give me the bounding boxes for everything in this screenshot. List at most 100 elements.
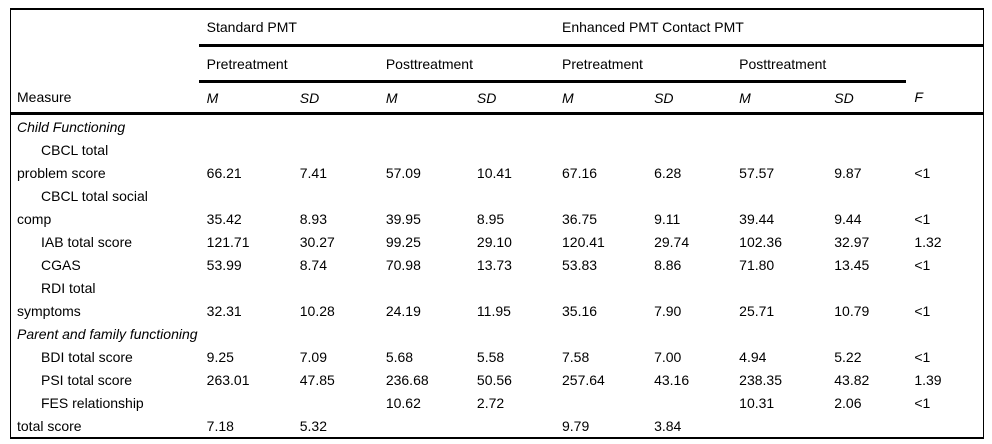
value-cell	[378, 114, 469, 139]
table-row: RDI total	[11, 276, 984, 299]
value-cell: 7.09	[299, 348, 327, 365]
measure-label: symptoms	[17, 302, 81, 319]
value-cell: 6.28	[654, 164, 682, 181]
value-cell	[469, 184, 554, 207]
f-value-cell	[906, 414, 983, 438]
subgroup-enh-posttreatment: Posttreatment	[731, 45, 907, 83]
value-cell	[199, 276, 292, 299]
value-cell	[554, 322, 646, 345]
stat-header-sd1: SD	[291, 81, 378, 115]
value-cell	[731, 276, 826, 299]
value-cell	[826, 414, 906, 438]
value-cell	[469, 322, 554, 345]
value-cell: 9.79	[562, 417, 590, 434]
value-cell	[554, 391, 646, 414]
value-cell: 7.00	[654, 348, 682, 365]
table-row: comp 35.42 8.93 39.95 8.95 36.75 9.11 39.44 9.44…	[11, 207, 984, 230]
stat-header-m3: M	[554, 81, 647, 115]
value-cell: 236.68	[385, 371, 429, 388]
table-row: PSI total score 263.01 47.85 236.68 50.56 257…	[11, 368, 984, 391]
value-cell: 5.32	[299, 417, 327, 434]
measure-label: RDI total	[41, 279, 96, 296]
value-cell	[199, 114, 292, 139]
value-cell	[646, 276, 731, 299]
value-cell	[826, 184, 906, 207]
table-row: total score 7.18 5.32 9.79 3.84	[11, 414, 984, 438]
f-value-cell	[906, 322, 983, 345]
value-cell	[378, 414, 469, 438]
value-cell	[646, 391, 731, 414]
stat-header-f: F	[906, 81, 984, 115]
table-body: Child Functioning CBCL total problem score…	[11, 114, 984, 439]
value-cell: 53.83	[562, 256, 598, 273]
value-cell: 7.41	[299, 164, 327, 181]
value-cell: 36.75	[562, 210, 598, 227]
value-cell: 43.16	[654, 371, 690, 388]
value-cell: 71.80	[739, 256, 775, 273]
value-cell: 39.44	[739, 210, 775, 227]
value-cell: 2.06	[834, 394, 862, 411]
value-cell: 13.73	[476, 256, 512, 273]
value-cell: 7.90	[654, 302, 682, 319]
value-cell	[292, 322, 378, 345]
results-table: Standard PMT Enhanced PMT Contact PMT Pr…	[10, 8, 984, 439]
value-cell	[199, 322, 292, 345]
f-value-cell	[906, 276, 983, 299]
measure-label: IAB total score	[41, 233, 133, 250]
value-cell	[826, 322, 906, 345]
value-cell	[378, 138, 469, 161]
value-cell: 9.25	[206, 348, 234, 365]
stat-header-sd3: SD	[646, 81, 732, 115]
value-cell: 10.41	[476, 164, 512, 181]
f-value-cell: <1	[914, 394, 931, 411]
table-row: CGAS 53.99 8.74 70.98 13.73 53.83 8.86 71.80 13.…	[11, 253, 984, 276]
value-cell: 35.42	[206, 210, 242, 227]
f-value-cell: 1.39	[914, 371, 942, 388]
f-column-spacer	[906, 46, 983, 82]
value-cell: 10.62	[385, 394, 421, 411]
value-cell: 10.79	[834, 302, 870, 319]
value-cell: 57.57	[739, 164, 775, 181]
f-value-cell: <1	[914, 302, 931, 319]
group-header-row: Standard PMT Enhanced PMT Contact PMT	[11, 9, 984, 47]
value-cell	[731, 414, 826, 438]
stat-header-sd2: SD	[468, 81, 554, 115]
f-value-cell: <1	[914, 256, 931, 273]
value-cell	[292, 184, 378, 207]
table-row: problem score 66.21 7.41 57.09 10.41 67.16 6.2…	[11, 161, 984, 184]
value-cell	[292, 391, 378, 414]
value-cell: 32.31	[206, 302, 242, 319]
measure-header-spacer	[11, 9, 199, 46]
table-header: Standard PMT Enhanced PMT Contact PMT Pr…	[10, 9, 984, 115]
value-cell: 8.95	[476, 210, 505, 227]
section-label: Parent and family functioning	[17, 325, 198, 342]
value-cell: 32.97	[834, 233, 870, 250]
value-cell: 24.19	[385, 302, 421, 319]
measure-label: CBCL total social	[41, 187, 148, 204]
value-cell: 29.74	[654, 233, 690, 250]
value-cell: 50.56	[476, 371, 512, 388]
subgroup-spacer	[11, 46, 199, 82]
value-cell: 238.35	[739, 371, 782, 388]
value-cell	[646, 184, 731, 207]
table-row: CBCL total social	[11, 184, 984, 207]
measure-label: BDI total score	[41, 348, 133, 365]
value-cell: 39.95	[385, 210, 421, 227]
table-row: symptoms 32.31 10.28 24.19 11.95 35.16 7.90 25.…	[11, 299, 984, 322]
value-cell	[199, 138, 292, 161]
value-cell: 11.95	[476, 302, 511, 319]
value-cell: 120.41	[562, 233, 605, 250]
value-cell	[469, 138, 554, 161]
value-cell: 8.86	[654, 256, 682, 273]
value-cell: 10.28	[299, 302, 335, 319]
value-cell: 257.64	[562, 371, 605, 388]
value-cell	[554, 114, 646, 139]
value-cell: 57.09	[385, 164, 421, 181]
value-cell: 2.72	[476, 394, 505, 411]
value-cell	[554, 184, 646, 207]
section-label: Child Functioning	[17, 118, 126, 135]
table-row: FES relationship 10.62 2.72 10.31 2.06 <1	[11, 391, 984, 414]
f-value-cell: <1	[914, 210, 931, 227]
value-cell: 5.68	[385, 348, 414, 365]
f-value-cell: <1	[914, 348, 931, 365]
